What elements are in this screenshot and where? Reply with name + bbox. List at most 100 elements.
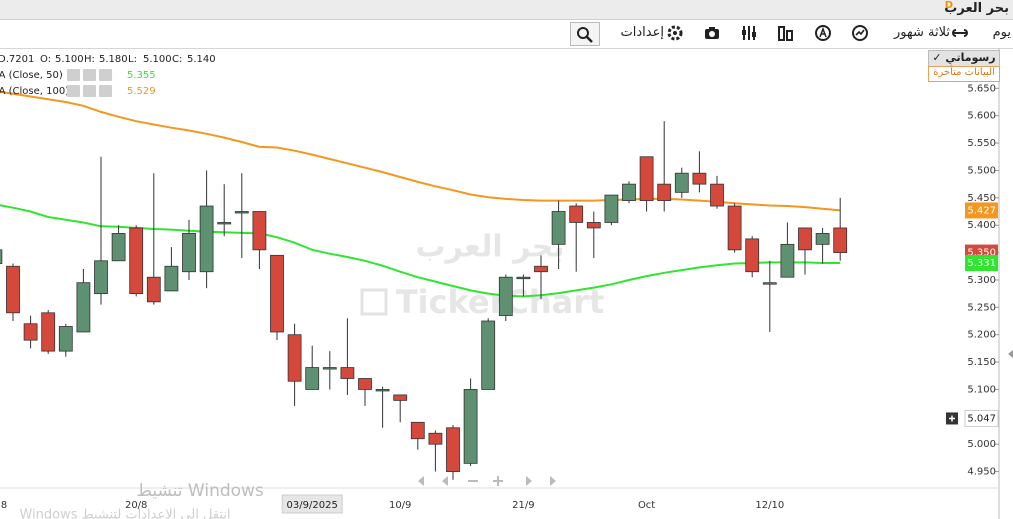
legend-gear-button[interactable]	[83, 69, 96, 81]
y-tick-label: 5.000	[967, 439, 996, 450]
title-bar: D بحر العرب	[0, 0, 1013, 20]
y-tick-label: 4.950	[967, 467, 996, 478]
settings-icon[interactable]	[666, 24, 684, 42]
candle-body	[692, 172, 707, 185]
nav-controls	[418, 476, 556, 486]
ohlc-label: O:	[40, 54, 51, 65]
legend-name: MA (Close, 50)	[0, 70, 63, 81]
legend-value: 5.355	[127, 70, 156, 81]
candle-body	[270, 254, 284, 333]
ma50-last: 5.331	[967, 258, 996, 269]
ohlc-value: 5.140	[187, 54, 216, 65]
drawing-icon[interactable]	[740, 24, 758, 42]
window-title: بحر العرب	[944, 1, 1009, 16]
range-button[interactable]: ثلاثة شهور	[894, 25, 950, 40]
candle-body	[745, 238, 760, 273]
candle-body	[252, 211, 267, 251]
compare-icon[interactable]	[952, 24, 968, 42]
candle-body	[604, 194, 619, 223]
toolbar: يوم ثلاثة شهور إعدادات	[0, 20, 1013, 49]
legend-name: MA (Close, 100)	[0, 86, 69, 97]
nav-last[interactable]	[550, 476, 556, 486]
y-tick-label: 5.150	[967, 357, 996, 368]
last-close: 5.350	[967, 248, 996, 259]
candle-body	[428, 432, 443, 445]
ma-line	[0, 90, 841, 212]
plot	[0, 90, 848, 480]
camera-icon[interactable]	[703, 24, 721, 42]
ohlc-label: L:	[128, 54, 137, 65]
candle-body	[710, 183, 724, 207]
crosshair-value-box	[964, 409, 999, 427]
y-tick-label: 5.250	[967, 302, 996, 313]
candle-body	[639, 156, 654, 201]
legend-close-button[interactable]	[99, 85, 112, 97]
scroll-handle[interactable]	[1008, 350, 1013, 358]
y-tick-label: 5.550	[967, 138, 996, 149]
ohlc-value: 5.180	[99, 54, 128, 65]
candle-body	[762, 282, 777, 285]
candle-body	[182, 233, 196, 273]
os-notice-title: Windows تنشيط	[136, 481, 264, 501]
candle-body	[217, 222, 232, 225]
search-button[interactable]	[570, 22, 600, 46]
drawings-button[interactable]: رسوماتي ✓	[928, 50, 1000, 67]
y-tick-label: 5.600	[967, 111, 996, 122]
nav-next[interactable]	[526, 476, 532, 486]
watermark-logo	[360, 288, 388, 316]
zoom-in[interactable]	[493, 476, 503, 486]
candle-body	[481, 320, 496, 390]
candle-body	[199, 205, 214, 273]
period-button[interactable]: يوم	[992, 25, 1011, 40]
zoom-out[interactable]	[468, 480, 478, 482]
candle-body	[833, 227, 848, 253]
candle-body	[41, 312, 56, 352]
candle-body	[340, 367, 355, 379]
legend-value: 5.529	[127, 86, 156, 97]
crosshair-value: 5.047	[967, 413, 996, 424]
y-tick-label: 5.450	[967, 193, 996, 204]
settings-button[interactable]: إعدادات	[620, 25, 664, 40]
ohlc-label: H:	[84, 54, 95, 65]
candle-body	[727, 205, 742, 251]
crosshair-date: 03/9/2025	[287, 500, 338, 511]
x-tick-label: 12/10	[755, 500, 784, 511]
y-tick-label: 5.650	[967, 83, 996, 94]
legend-eye-button[interactable]	[67, 69, 80, 81]
candle-body	[393, 394, 408, 401]
legend-close-button[interactable]	[99, 69, 112, 81]
candle-body	[23, 323, 38, 341]
candle-body	[534, 265, 548, 273]
watermark-name: بحر العرب	[415, 230, 564, 265]
delayed-notice: البيانات متأخرة	[928, 66, 1000, 82]
legend-eye-button[interactable]	[67, 85, 80, 97]
candle-body	[58, 326, 73, 352]
legend-gear-button[interactable]	[83, 85, 96, 97]
candle-body	[164, 265, 179, 292]
nav-first[interactable]	[418, 476, 424, 486]
crosshair-date-box	[281, 494, 343, 514]
nav-prev[interactable]	[442, 476, 448, 486]
candle-body	[516, 276, 531, 280]
candle-body	[6, 265, 20, 314]
chart-type-icon[interactable]	[851, 24, 869, 42]
x-tick-label: 10/9	[389, 500, 411, 511]
os-notice-hint: انتقل إلى الإعدادات لتنشيط Windows	[19, 508, 230, 519]
candle-body	[287, 334, 302, 382]
candle-body	[551, 211, 566, 245]
candle-body	[657, 183, 672, 201]
candle-body	[0, 249, 3, 264]
auto-icon[interactable]	[814, 24, 832, 42]
indicators-icon[interactable]	[777, 24, 795, 42]
ohlc-value: 5.100	[143, 54, 172, 65]
candle-body	[780, 243, 795, 278]
y-tick-label: 5.500	[967, 165, 996, 176]
x-tick-label: Oct	[638, 500, 655, 511]
flag: D	[944, 0, 953, 11]
y-tick-label: 5.300	[967, 275, 996, 286]
add-alert-plus	[949, 415, 955, 422]
ohlc-value: 5.100	[55, 54, 84, 65]
drawings-label: رسوماتي	[945, 51, 996, 64]
candle-body	[358, 378, 372, 390]
